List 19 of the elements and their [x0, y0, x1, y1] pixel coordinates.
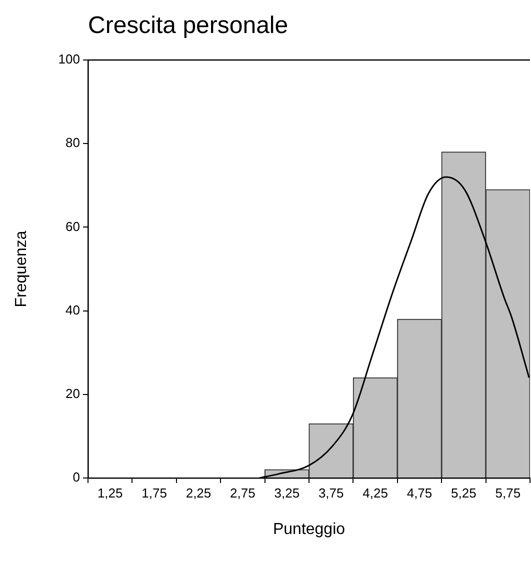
- x-tick-label: 1,75: [142, 485, 167, 500]
- y-tick-label: 60: [66, 218, 80, 234]
- x-tick-label: 4,75: [406, 485, 432, 500]
- y-tick-label: 20: [66, 386, 80, 401]
- x-axis-title: Punteggio: [272, 520, 346, 538]
- y-axis-title: Frequenza: [13, 230, 30, 308]
- x-tick-label: 5,25: [451, 485, 476, 500]
- x-tick-label: 5,75: [495, 485, 521, 500]
- chart-title: Crescita personale: [88, 12, 288, 40]
- y-tick-label: 100: [58, 52, 80, 67]
- x-tick-label: 3,25: [274, 485, 300, 500]
- x-tick-label: 1,25: [97, 485, 123, 500]
- x-tick-label: 2,75: [230, 485, 256, 500]
- x-tick-label: 4,25: [362, 485, 388, 500]
- x-tick-label: 3,75: [318, 485, 344, 500]
- y-tick-label: 80: [66, 135, 80, 150]
- y-tick-label: 40: [66, 302, 80, 318]
- x-tick-label: 2,25: [186, 485, 212, 500]
- y-tick-label: 0: [72, 470, 80, 485]
